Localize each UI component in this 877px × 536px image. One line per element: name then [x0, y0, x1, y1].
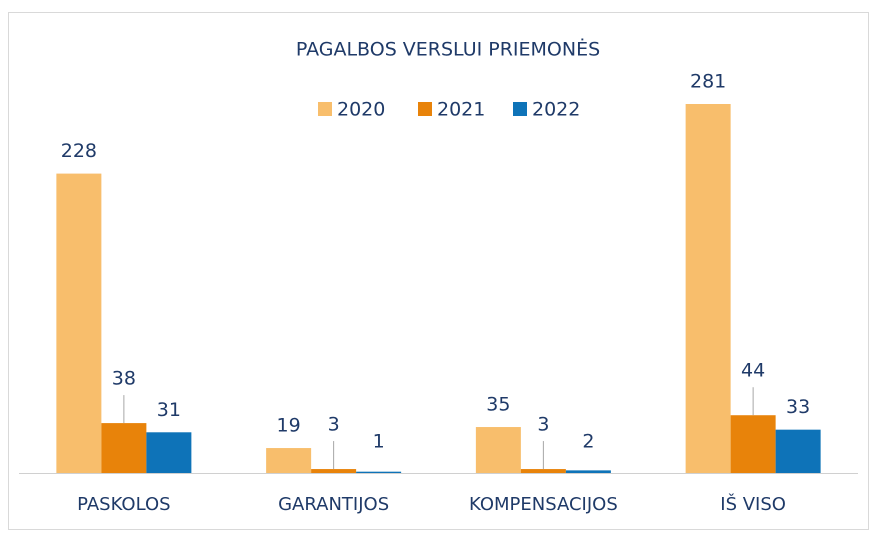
- data-label: 3: [328, 414, 340, 436]
- data-label: 31: [157, 399, 181, 421]
- bar: [101, 423, 147, 473]
- bar: [565, 470, 611, 473]
- chart-title: PAGALBOS VERSLUI PRIEMONĖS: [296, 38, 600, 61]
- x-tick-label: IŠ VISO: [720, 493, 786, 515]
- bar: [730, 415, 776, 473]
- x-tick-label: KOMPENSACIJOS: [469, 494, 618, 515]
- x-tick-label: GARANTIJOS: [278, 494, 389, 515]
- data-label: 44: [741, 360, 765, 382]
- bar: [356, 471, 402, 473]
- bar: [266, 448, 312, 473]
- bar: [146, 432, 192, 473]
- bar: [520, 469, 566, 473]
- legend-swatch: [318, 102, 332, 116]
- bar: [475, 427, 521, 473]
- data-label: 1: [373, 431, 385, 453]
- data-label: 35: [486, 394, 510, 416]
- data-label: 2: [582, 431, 594, 453]
- bar: [775, 429, 821, 473]
- bar: [685, 104, 731, 473]
- x-tick-label: PASKOLOS: [77, 494, 170, 515]
- data-label: 281: [690, 71, 726, 93]
- legend-label: 2021: [437, 99, 485, 121]
- data-label: 38: [112, 368, 136, 390]
- legend-swatch: [418, 102, 432, 116]
- legend-label: 2022: [532, 99, 580, 121]
- bar: [56, 173, 102, 473]
- legend-swatch: [513, 102, 527, 116]
- legend-label: 2020: [337, 99, 385, 121]
- bar: [311, 469, 357, 473]
- data-label: 3: [537, 414, 549, 436]
- data-label: 19: [277, 415, 301, 437]
- data-label: 228: [61, 140, 97, 162]
- data-label: 33: [786, 396, 810, 418]
